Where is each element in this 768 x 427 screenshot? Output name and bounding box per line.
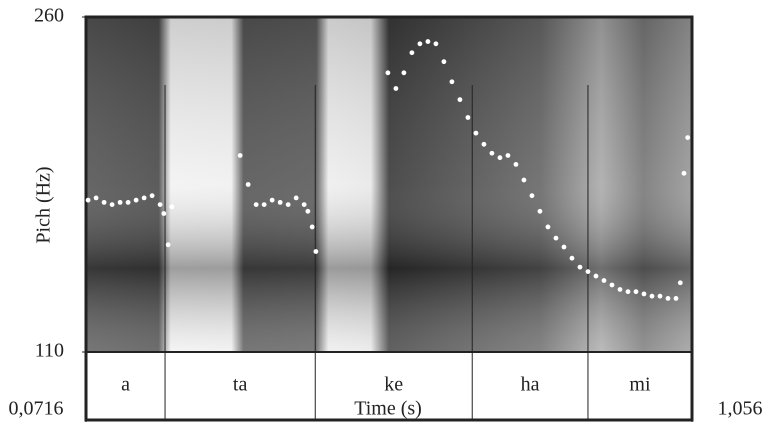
pitch-point [393,86,399,91]
pitch-point [505,153,511,158]
pitch-point [101,199,107,205]
segment-label: ke [384,374,403,396]
pitch-point [109,202,115,208]
pitch-point [277,199,283,205]
pitch-point [457,97,463,103]
pitch-point [569,255,575,261]
pitch-point [665,296,671,301]
pitch-point [553,235,559,241]
pitch-point [253,202,259,208]
pitch-point [481,141,487,147]
pitch-point [633,289,639,295]
spectrogram-shade [86,17,692,352]
pitch-point [161,211,167,216]
segment-label: a [121,374,130,396]
pitch-point [309,224,315,230]
x-tick-label: 1,056 [718,398,763,420]
pitch-point [269,197,275,203]
segment-label: ta [233,374,248,396]
pitch-point [685,135,691,141]
pitch-point [465,115,471,120]
pitch-point [301,202,307,208]
pitch-point [313,249,319,254]
pitch-point [261,202,267,208]
pitch-point [593,273,599,279]
pitch-point [545,224,551,230]
pitch-point [157,202,163,208]
pitch-point [117,199,123,205]
pitch-point [417,41,423,47]
pitch-point [165,242,171,248]
pitch-point [577,264,583,270]
x-tick-label: 0,0716 [9,398,64,420]
pitch-point [409,50,415,56]
pitch-point [433,41,439,47]
pitch-point [425,39,431,44]
pitch-point [245,182,251,187]
pitch-point [441,59,447,65]
segment-label: mi [629,374,651,396]
pitch-point [641,291,647,297]
pitch-point [521,177,527,183]
pitch-point [489,150,495,156]
pitch-point [649,293,655,299]
pitch-point [385,70,391,76]
y-tick-label: 260 [34,5,64,27]
y-axis-label: Pich (Hz) [33,166,55,243]
pitch-point [513,162,519,167]
pitch-point [585,269,591,274]
pitch-point [125,199,131,205]
pitch-point [601,278,607,283]
pitch-point [673,296,679,301]
pitch-point [681,170,687,176]
pitch-point [133,197,139,203]
pitch-point [561,244,567,250]
pitch-point [473,130,479,136]
y-tick-label: 110 [35,340,64,362]
x-axis-label: Time (s) [354,398,422,420]
pitch-point [169,204,175,210]
pitch-point [141,195,147,201]
pitch-point [237,153,243,158]
pitch-point [401,70,407,76]
segment-label: ha [521,374,540,396]
pitch-point [305,208,311,214]
pitch-point [449,79,455,85]
pitch-point [529,193,535,199]
pitch-point [537,208,543,214]
frame [84,15,694,422]
pitch-point [617,287,623,292]
pitch-point [149,193,155,199]
pitch-point [677,280,683,286]
pitch-point [93,195,99,201]
pitch-point [625,289,631,295]
pitch-point [497,155,503,161]
pitch-point [85,197,91,203]
pitch-point [293,195,299,201]
pitch-point [609,282,615,288]
pitch-point [285,202,291,208]
pitch-point [657,293,663,299]
